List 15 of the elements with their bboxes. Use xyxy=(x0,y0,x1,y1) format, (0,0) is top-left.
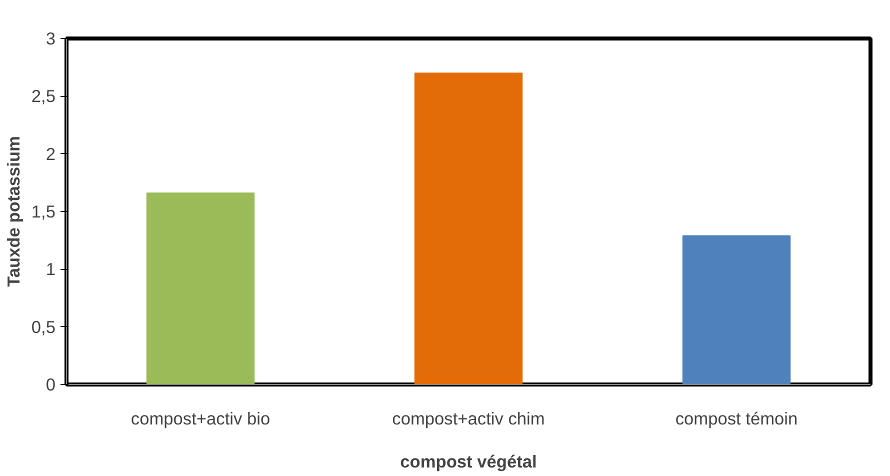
y-axis-title: Tauxde potassium xyxy=(3,136,24,287)
bar xyxy=(682,235,791,384)
y-tick-label: 0 xyxy=(46,374,56,394)
x-tick-label: compost témoin xyxy=(675,408,798,428)
y-tick-label: 2,5 xyxy=(31,86,56,106)
y-tick-label: 3 xyxy=(46,28,56,48)
y-tick-label: 1 xyxy=(46,259,56,280)
y-tick-label: 2 xyxy=(46,144,56,164)
y-tick-label: 0,5 xyxy=(31,316,56,337)
bar xyxy=(146,192,255,384)
y-tick-label: 1,5 xyxy=(31,202,56,222)
x-axis-title: compost végétal xyxy=(400,452,537,472)
bar xyxy=(414,72,523,384)
x-tick-label: compost+activ chim xyxy=(392,408,545,428)
x-tick-label: compost+activ bio xyxy=(130,408,270,428)
